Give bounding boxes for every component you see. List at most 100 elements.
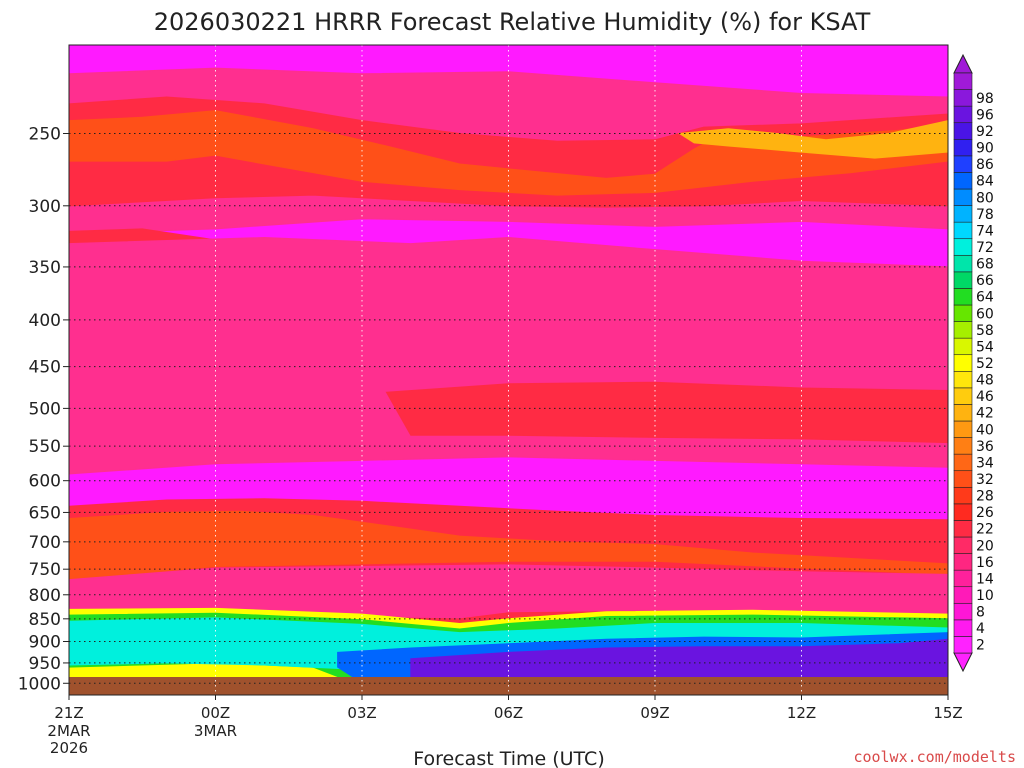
x-tick-label-03Z: 03Z bbox=[347, 704, 376, 722]
x-tick-label-00Z: 00Z bbox=[201, 704, 230, 722]
colorbar-segment-9 bbox=[953, 486, 973, 505]
colorbar-label-34: 34 bbox=[976, 455, 994, 471]
colorbar-label-52: 52 bbox=[976, 356, 994, 372]
colorbar-label-98: 98 bbox=[976, 91, 994, 107]
colorbar-segment-2 bbox=[953, 602, 973, 621]
colorbar-label-40: 40 bbox=[976, 422, 994, 438]
colorbar-segment-16 bbox=[953, 370, 973, 389]
y-tick-label-950: 950 bbox=[29, 654, 61, 674]
colorbar-segment-8 bbox=[953, 503, 973, 521]
colorbar-segment-17 bbox=[953, 354, 973, 372]
colorbar-segment-26 bbox=[953, 205, 973, 223]
colorbar-label-84: 84 bbox=[976, 174, 994, 190]
y-tick-label-600: 600 bbox=[29, 472, 61, 492]
colorbar-segment-13 bbox=[953, 420, 973, 438]
colorbar-segment-6 bbox=[953, 536, 973, 554]
colorbar-label-58: 58 bbox=[976, 323, 994, 339]
y-tick-label-1000: 1000 bbox=[18, 674, 61, 694]
region-moist-purple bbox=[410, 638, 949, 677]
x-tick-label-09Z: 09Z bbox=[640, 704, 669, 722]
colorbar-segment-23 bbox=[953, 254, 973, 273]
colorbar-segment-24 bbox=[953, 238, 973, 256]
plot-area bbox=[68, 44, 949, 696]
y-tick-label-700: 700 bbox=[29, 533, 61, 553]
x-tick-sublabel-3MAR: 3MAR bbox=[194, 722, 237, 740]
colorbar-segment-21 bbox=[953, 288, 973, 306]
colorbar-segment-31 bbox=[953, 122, 973, 140]
colorbar-segment-10 bbox=[953, 470, 973, 488]
colorbar-label-96: 96 bbox=[976, 107, 994, 123]
colorbar-segment-11 bbox=[953, 453, 973, 472]
colorbar-segment-33 bbox=[953, 89, 973, 107]
colorbar-segment-32 bbox=[953, 105, 973, 124]
colorbar-top-arrow bbox=[953, 53, 973, 74]
y-tick-label-850: 850 bbox=[29, 610, 61, 630]
colorbar-label-72: 72 bbox=[976, 240, 994, 256]
credit-link[interactable]: coolwx.com/modelts bbox=[853, 748, 1016, 766]
y-tick-label-500: 500 bbox=[29, 399, 61, 419]
colorbar-label-54: 54 bbox=[976, 339, 994, 355]
x-tick-label-15Z: 15Z bbox=[933, 704, 962, 722]
colorbar-label-68: 68 bbox=[976, 257, 994, 273]
colorbar-label-16: 16 bbox=[976, 555, 994, 571]
colorbar-segment-14 bbox=[953, 404, 973, 422]
colorbar-segment-27 bbox=[953, 188, 973, 206]
colorbar-label-80: 80 bbox=[976, 190, 994, 206]
colorbar-label-48: 48 bbox=[976, 373, 994, 389]
colorbar-segment-20 bbox=[953, 304, 973, 322]
region-band-mid-red bbox=[385, 381, 949, 444]
colorbar-segment-12 bbox=[953, 437, 973, 455]
colorbar-label-86: 86 bbox=[976, 157, 994, 173]
y-tick-label-900: 900 bbox=[29, 632, 61, 652]
colorbar-segment-25 bbox=[953, 221, 973, 240]
colorbar-segment-30 bbox=[953, 138, 973, 157]
colorbar-bottom-arrow bbox=[953, 652, 973, 673]
colorbar-segment-34 bbox=[953, 72, 973, 90]
colorbar-label-90: 90 bbox=[976, 141, 994, 157]
x-tick-label-06Z: 06Z bbox=[494, 704, 523, 722]
colorbar-label-10: 10 bbox=[976, 588, 994, 604]
colorbar-label-66: 66 bbox=[976, 273, 994, 289]
colorbar-label-14: 14 bbox=[976, 571, 994, 587]
y-tick-label-800: 800 bbox=[29, 586, 61, 606]
y-tick-label-750: 750 bbox=[29, 560, 61, 580]
colorbar-label-42: 42 bbox=[976, 406, 994, 422]
colorbar-label-4: 4 bbox=[976, 621, 985, 637]
colorbar-segment-1 bbox=[953, 619, 973, 637]
colorbar-segment-7 bbox=[953, 520, 973, 538]
colorbar-label-22: 22 bbox=[976, 522, 994, 538]
colorbar-segment-15 bbox=[953, 387, 973, 405]
colorbar-label-74: 74 bbox=[976, 223, 994, 239]
colorbar-label-64: 64 bbox=[976, 290, 994, 306]
y-axis: 2503003504004505005506006507007508008509… bbox=[18, 124, 69, 694]
colorbar-label-20: 20 bbox=[976, 538, 994, 554]
colorbar-label-2: 2 bbox=[976, 638, 985, 654]
colorbar-segment-19 bbox=[953, 321, 973, 339]
colorbar-label-60: 60 bbox=[976, 306, 994, 322]
colorbar-label-32: 32 bbox=[976, 472, 994, 488]
colorbar-label-8: 8 bbox=[976, 605, 985, 621]
colorbar-segment-22 bbox=[953, 271, 973, 289]
y-tick-label-400: 400 bbox=[29, 311, 61, 331]
colorbar-segment-3 bbox=[953, 586, 973, 604]
chart-title: 2026030221 HRRR Forecast Relative Humidi… bbox=[154, 8, 871, 36]
y-tick-label-450: 450 bbox=[29, 358, 61, 378]
y-tick-label-350: 350 bbox=[29, 258, 61, 278]
x-axis-label: Forecast Time (UTC) bbox=[413, 748, 604, 768]
colorbar-segment-18 bbox=[953, 337, 973, 356]
colorbar-label-78: 78 bbox=[976, 207, 994, 223]
colorbar-segment-29 bbox=[953, 155, 973, 173]
colorbar-segment-28 bbox=[953, 172, 973, 190]
colorbar: 2481014162022262832343640424648525458606… bbox=[953, 53, 994, 673]
y-tick-label-550: 550 bbox=[29, 437, 61, 457]
colorbar-segment-0 bbox=[953, 636, 973, 654]
x-tick-sublabel-2MAR: 2MAR bbox=[47, 722, 90, 740]
colorbar-segment-5 bbox=[953, 553, 973, 571]
colorbar-label-28: 28 bbox=[976, 489, 994, 505]
colorbar-label-46: 46 bbox=[976, 389, 994, 405]
x-tick-label-21Z: 21Z bbox=[54, 704, 83, 722]
colorbar-label-36: 36 bbox=[976, 439, 994, 455]
x-tick-label-12Z: 12Z bbox=[787, 704, 816, 722]
